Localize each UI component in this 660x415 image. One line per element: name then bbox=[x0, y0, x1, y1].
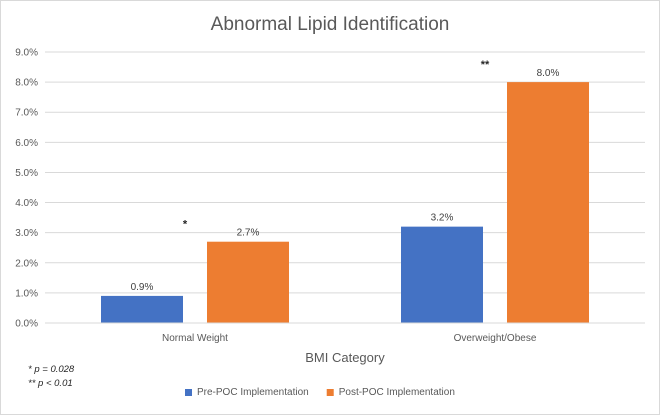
data-label: 2.7% bbox=[237, 228, 260, 239]
y-tick-label: 9.0% bbox=[15, 48, 38, 59]
y-tick-label: 2.0% bbox=[15, 258, 38, 269]
legend-label: Post-POC Implementation bbox=[339, 387, 455, 398]
y-axis-ticks: 0.0% 1.0% 2.0% 3.0% 4.0% 5.0% 6.0% 7.0% 8.0% 9.0% bbox=[15, 48, 38, 330]
significance-marker: * bbox=[183, 219, 188, 231]
significance-marker: ** bbox=[481, 59, 490, 71]
legend-swatch bbox=[326, 389, 334, 396]
footnotes: * p = 0.028 ** p < 0.01 bbox=[28, 364, 75, 389]
y-tick-label: 4.0% bbox=[15, 198, 38, 209]
y-tick-label: 8.0% bbox=[15, 78, 38, 89]
chart-title: Abnormal Lipid Identification bbox=[211, 14, 450, 35]
bars bbox=[101, 82, 589, 323]
data-label: 3.2% bbox=[431, 213, 454, 224]
data-labels: 0.9% 2.7% 3.2% 8.0% bbox=[131, 68, 560, 293]
bar bbox=[207, 241, 289, 323]
y-tick-label: 3.0% bbox=[15, 228, 38, 239]
bar bbox=[507, 82, 589, 323]
category-label: Overweight/Obese bbox=[454, 333, 537, 344]
legend-swatch bbox=[185, 389, 192, 396]
y-tick-label: 0.0% bbox=[15, 319, 38, 330]
category-label: Normal Weight bbox=[162, 333, 228, 344]
significance-markers: *** bbox=[183, 59, 490, 231]
footnote: ** p < 0.01 bbox=[28, 378, 73, 389]
x-axis-title: BMI Category bbox=[305, 350, 385, 365]
y-tick-label: 7.0% bbox=[15, 108, 38, 119]
x-axis-categories: Normal Weight Overweight/Obese bbox=[162, 333, 537, 344]
data-label: 0.9% bbox=[131, 282, 154, 293]
y-tick-label: 1.0% bbox=[15, 288, 38, 299]
legend: Pre-POC Implementation Post-POC Implement… bbox=[185, 387, 455, 398]
y-tick-label: 6.0% bbox=[15, 138, 38, 149]
footnote: * p = 0.028 bbox=[28, 364, 75, 375]
legend-label: Pre-POC Implementation bbox=[197, 387, 309, 398]
y-tick-label: 5.0% bbox=[15, 168, 38, 179]
bar bbox=[401, 226, 483, 323]
bar bbox=[101, 295, 183, 323]
data-label: 8.0% bbox=[537, 68, 560, 79]
